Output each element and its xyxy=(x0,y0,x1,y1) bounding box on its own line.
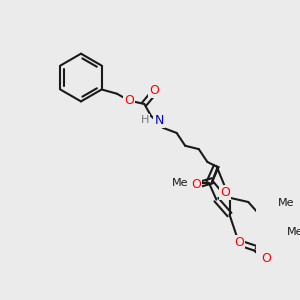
Text: N: N xyxy=(154,114,164,127)
Text: O: O xyxy=(220,186,230,199)
Text: O: O xyxy=(191,178,201,190)
Text: Me: Me xyxy=(172,178,188,188)
Text: O: O xyxy=(124,94,134,107)
Text: O: O xyxy=(150,84,159,97)
Text: O: O xyxy=(234,236,244,249)
Text: Me: Me xyxy=(278,198,295,208)
Text: O: O xyxy=(261,252,271,265)
Text: Me: Me xyxy=(287,227,300,237)
Text: H: H xyxy=(141,115,149,125)
